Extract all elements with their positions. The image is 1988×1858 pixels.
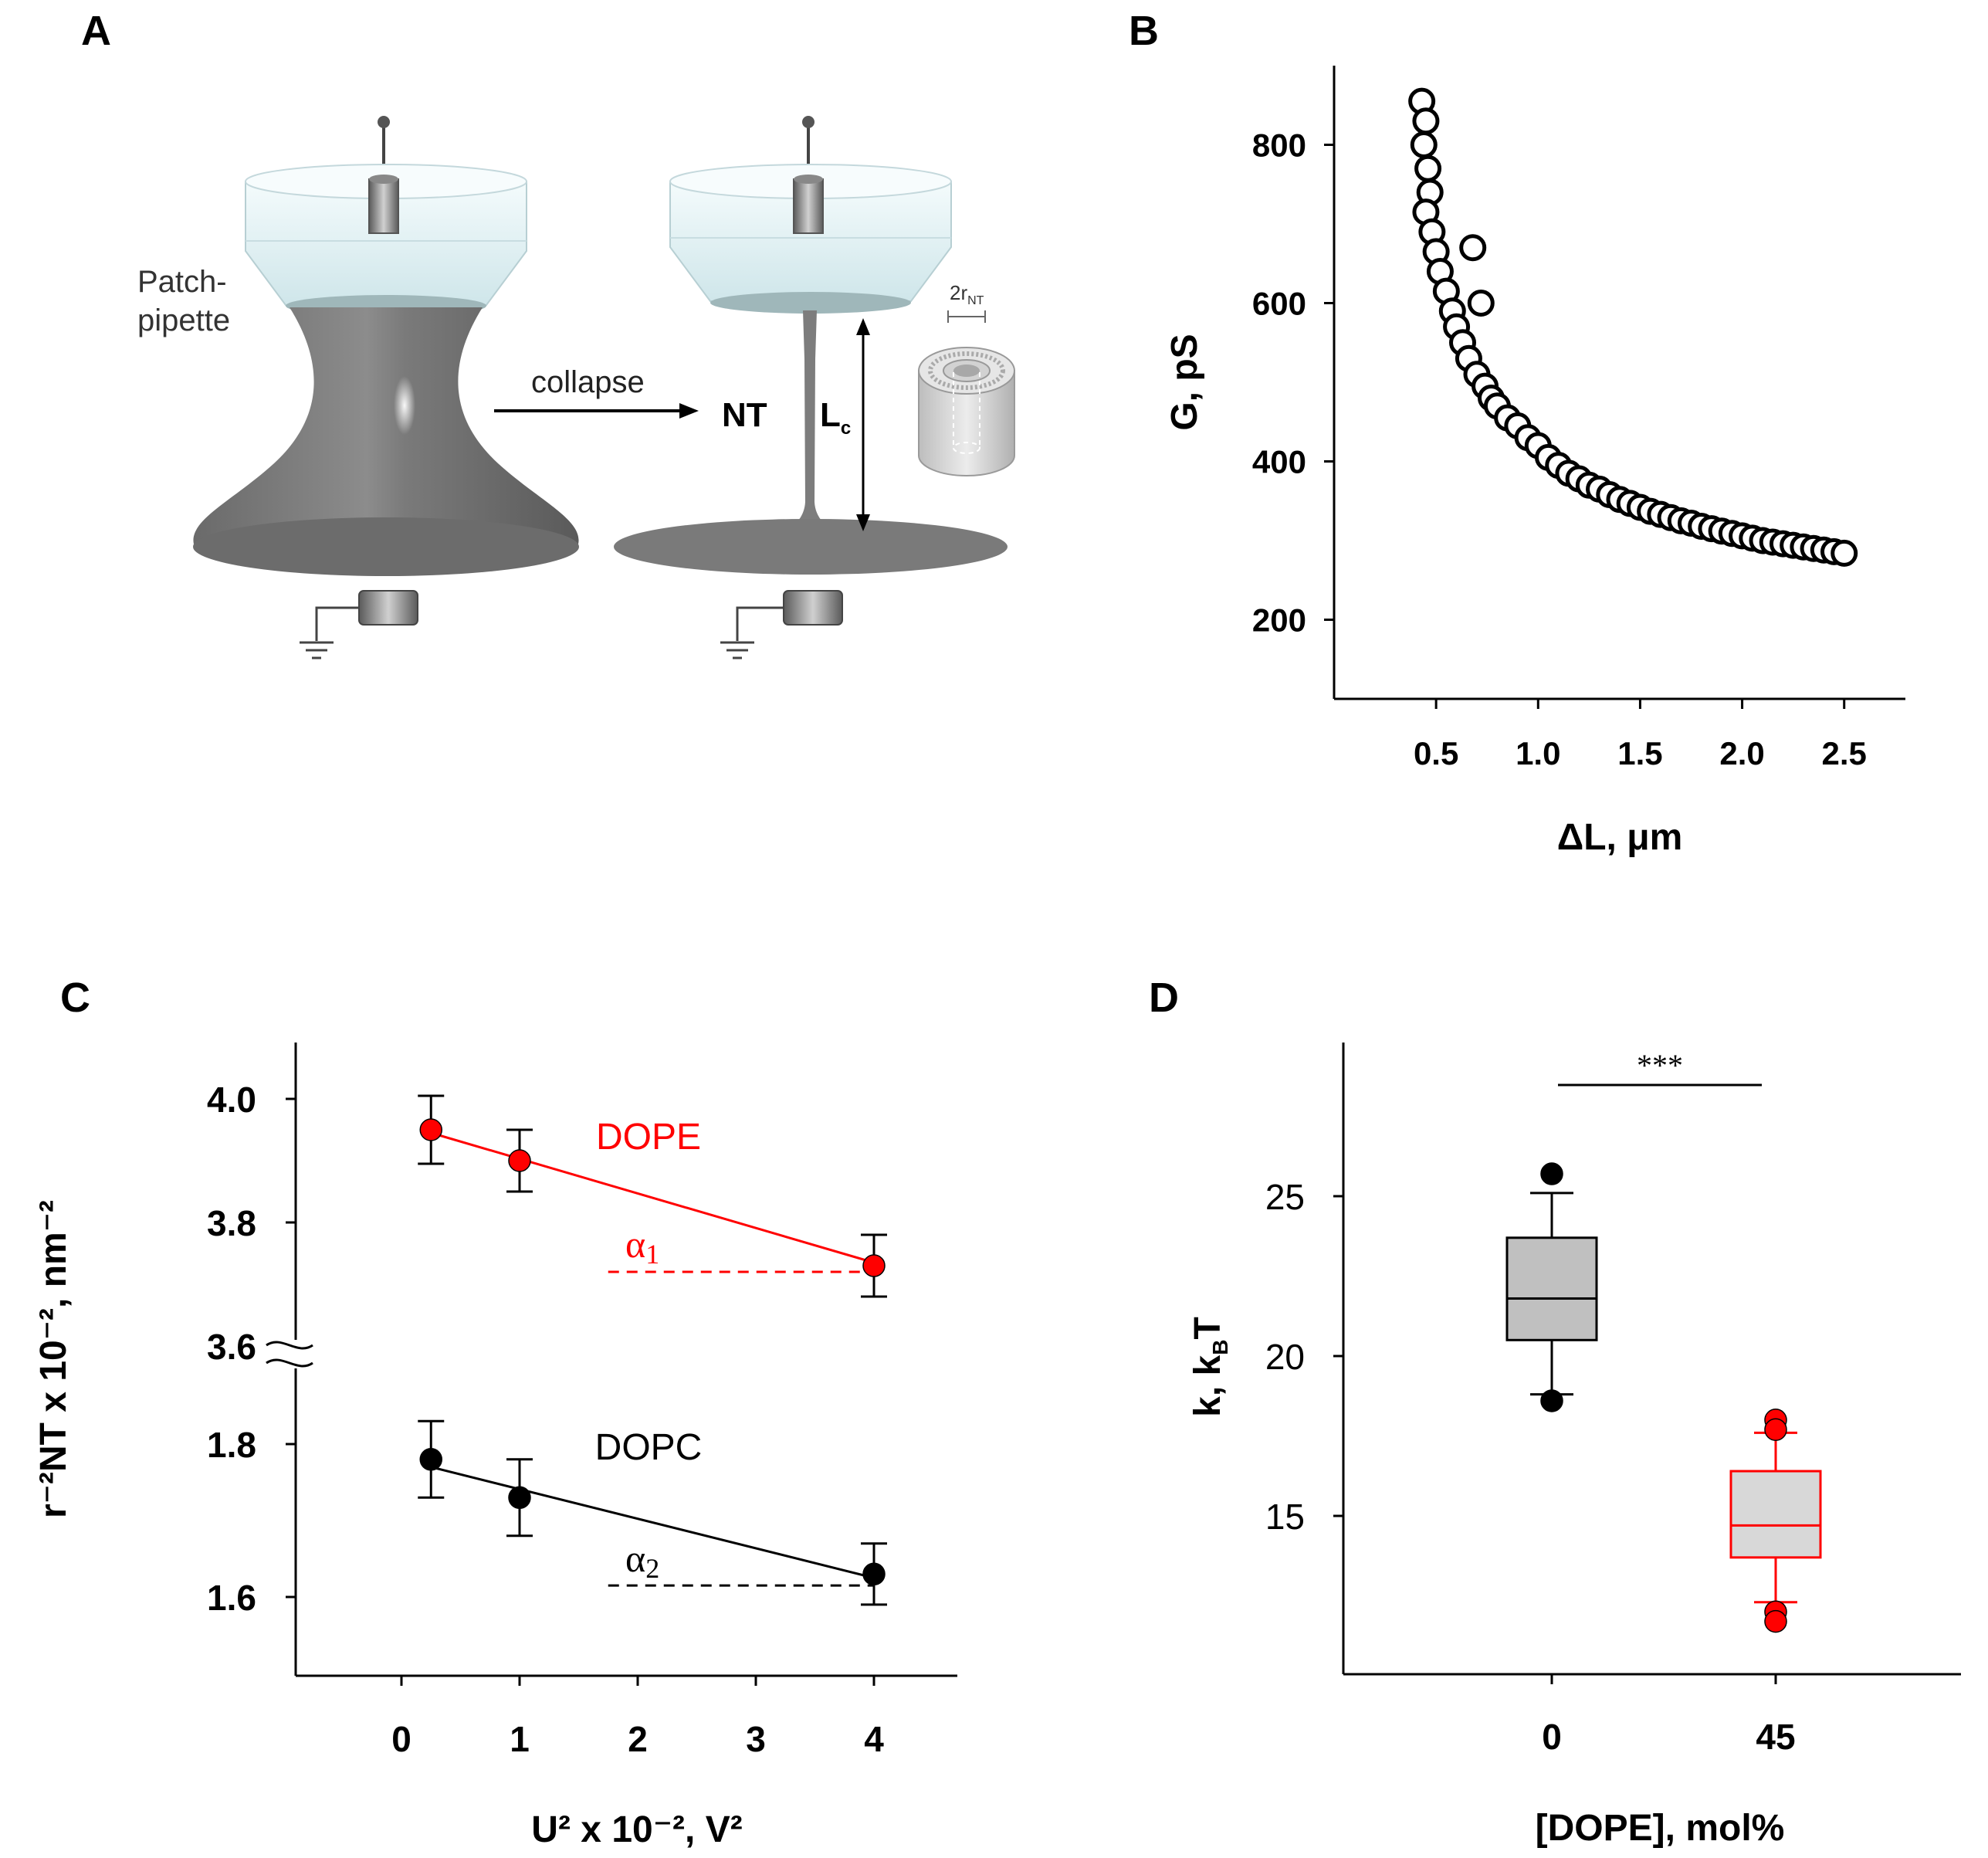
collapse-arrow (494, 403, 699, 419)
chart-d-y-tick-label: 20 (1265, 1337, 1305, 1377)
chart-d-x-tick-label: 0 (1542, 1717, 1562, 1757)
chart-c-x-tick-label: 4 (864, 1719, 884, 1759)
fit-line (430, 1466, 875, 1579)
data-point (419, 1118, 442, 1141)
chart-c-x-tick-label: 0 (391, 1719, 411, 1759)
chart-d-x-label: [DOPE], mol% (1536, 1808, 1785, 1849)
panel-letter-c: C (60, 975, 90, 1021)
chart-c-x-label: U² x 10⁻², V² (531, 1809, 742, 1850)
ground-electrode-left (300, 590, 418, 659)
chart-b-x-label: ΔL, μm (1557, 817, 1683, 858)
lc-arrow (856, 318, 870, 531)
chart-d-y-tick-label: 15 (1265, 1497, 1305, 1537)
scatter-point (1414, 154, 1442, 182)
label-lc: Lc (820, 396, 851, 439)
pipette-left (245, 116, 527, 317)
chart-c-y-label: r⁻²NT x 10⁻², nm⁻² (33, 1200, 74, 1518)
nanotube-cross-section-icon (918, 310, 1015, 476)
chart-c-x-tick-label: 1 (510, 1719, 530, 1759)
scatter-point (1410, 131, 1438, 158)
significance-label: *** (1637, 1048, 1683, 1083)
box-body (1729, 1470, 1822, 1559)
label-2r: 2rNT (950, 281, 984, 307)
axis-break-icon (266, 1341, 313, 1368)
chart-c-x-tick-label: 3 (746, 1719, 766, 1759)
series-dopc: DOPC α2 (418, 1419, 887, 1606)
pipette-right (669, 116, 952, 314)
scatter-point (1459, 234, 1487, 262)
chart-c-y-tick-label: 3.6 (207, 1327, 256, 1367)
data-point (508, 1149, 531, 1172)
chart-b-y-label: G, pS (1164, 334, 1205, 430)
membrane-neck (193, 307, 579, 576)
box-45 (1729, 1409, 1822, 1633)
data-point (862, 1254, 886, 1277)
series-dope: DOPE α1 (418, 1094, 887, 1298)
chart-b-y-tick-label: 200 (1252, 602, 1306, 639)
scatter-point (1831, 539, 1858, 567)
chart-b-x-tick-label: 1.5 (1617, 735, 1662, 771)
box-0 (1505, 1162, 1598, 1412)
chart-c-y-tick-label: 1.8 (207, 1425, 256, 1465)
panel-b: B 0.5 1.0 1.5 2.0 2.5 200 400 600 800 ΔL, μm G, … (1129, 8, 1905, 858)
data-point (862, 1562, 886, 1586)
label-patch: Patch- (137, 265, 227, 299)
chart-b-x-tick-label: 0.5 (1414, 735, 1458, 771)
ground-electrode-right (720, 590, 843, 659)
fit-line (430, 1131, 875, 1264)
series-label: DOPC (595, 1427, 703, 1468)
chart-c-x-tick-label: 2 (628, 1719, 648, 1759)
outlier-point (1764, 1609, 1787, 1633)
panel-a: A Patch- pipette (81, 8, 1015, 659)
box-body (1505, 1236, 1598, 1341)
panel-letter-d: D (1149, 975, 1179, 1021)
outlier-point (1540, 1162, 1563, 1185)
outlier-point (1540, 1389, 1563, 1412)
scatter-point (1467, 290, 1495, 317)
chart-d-y-tick-label: 25 (1265, 1177, 1305, 1217)
chart-b-y-tick-label: 800 (1252, 127, 1306, 164)
outlier-point (1764, 1418, 1787, 1441)
panel-letter-b: B (1129, 8, 1159, 54)
chart-d-y-label: k, kBT (1187, 1317, 1232, 1417)
alpha-label: α1 (625, 1222, 659, 1270)
chart-c-y-tick-label: 3.8 (207, 1203, 256, 1243)
chart-b-x-tick-label: 1.0 (1516, 735, 1560, 771)
nanotube (614, 310, 1008, 575)
panel-letter-a: A (81, 8, 111, 54)
chart-b-x-tick-label: 2.0 (1719, 735, 1764, 771)
panel-c: C 0 1 2 3 4 3.6 3.8 4.0 1.6 1.8 DOPE α1 DOPC α2 U² x… (33, 975, 957, 1850)
chart-b-y-tick-label: 400 (1252, 444, 1306, 480)
scatter-point (1412, 107, 1440, 135)
label-nt: NT (722, 396, 767, 434)
panel-d: D 15 20 25 0 45 *** [DOPE], mol% k, kBT (1149, 975, 1961, 1849)
data-point (508, 1486, 531, 1510)
label-collapse: collapse (531, 365, 645, 399)
data-point (419, 1448, 442, 1471)
chart-c-y-tick-label: 4.0 (207, 1080, 256, 1120)
chart-d-x-tick-label: 45 (1756, 1717, 1795, 1757)
chart-c-y-tick-label: 1.6 (207, 1578, 256, 1618)
series-label: DOPE (596, 1117, 701, 1158)
label-pipette: pipette (137, 303, 230, 337)
alpha-label: α2 (625, 1537, 659, 1584)
chart-b-x-tick-label: 2.5 (1822, 735, 1867, 771)
chart-b-y-tick-label: 600 (1252, 286, 1306, 322)
